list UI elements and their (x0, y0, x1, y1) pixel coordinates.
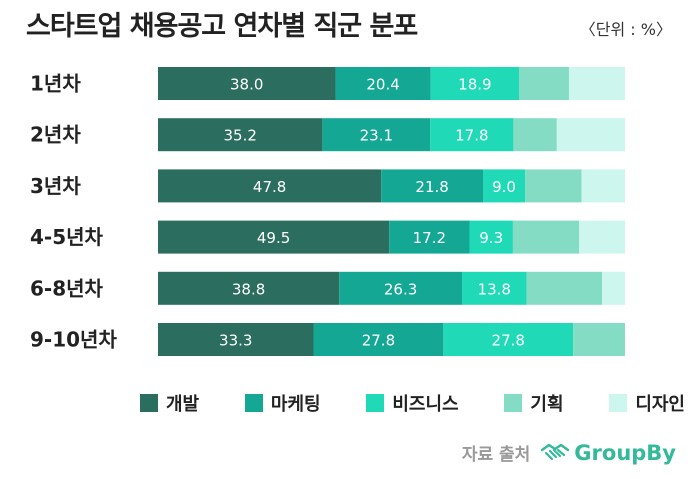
legend-item-dev: 개발 (140, 390, 199, 416)
bar-segment-business (430, 118, 514, 152)
row-label: 1년차 (30, 72, 81, 96)
data-label-business: 13.8 (478, 280, 511, 298)
row-label: 2년차 (30, 123, 81, 147)
data-label-business: 18.9 (458, 76, 491, 94)
data-label-dev: 35.2 (223, 127, 256, 145)
chart-title: 스타트업 채용공고 연차별 직군 분포 (26, 11, 418, 42)
row-label: 6-8년차 (30, 276, 104, 300)
data-label-marketing: 21.8 (415, 178, 448, 196)
bar-segment-planning (525, 169, 582, 203)
legend-item-planning: 기획 (504, 390, 564, 416)
bar-segment-marketing (381, 169, 484, 203)
bar-segment-marketing (322, 118, 431, 152)
row-label: 4-5년차 (30, 225, 104, 249)
data-label-marketing: 27.8 (362, 332, 395, 350)
legend-swatch-design (609, 394, 628, 412)
handshake-icon (541, 443, 570, 460)
data-label-marketing: 26.3 (384, 280, 417, 298)
data-label-marketing: 20.4 (366, 76, 399, 94)
bar-segment-business (469, 220, 513, 254)
bar-segment-planning (573, 323, 625, 356)
bar-segment-planning (513, 118, 557, 152)
legend-label-marketing: 마케팅 (270, 394, 321, 415)
bar-segment-business (462, 271, 527, 305)
legend-swatch-marketing (244, 394, 263, 412)
legend-item-business: 비즈니스 (366, 390, 459, 416)
data-label-business: 27.8 (492, 332, 525, 350)
unit-label: 〈단위 : %〉 (579, 20, 672, 39)
data-label-marketing: 23.1 (360, 127, 393, 145)
bar-segment-design (602, 271, 625, 305)
legend-label-dev: 개발 (166, 394, 200, 415)
legend-swatch-planning (504, 394, 523, 412)
bar-segment-marketing (335, 67, 431, 100)
data-label-dev: 33.3 (219, 332, 252, 350)
bar-segment-dev (158, 169, 382, 203)
data-label-business: 17.8 (455, 127, 488, 145)
legend-item-marketing: 마케팅 (244, 390, 321, 416)
bar-segment-design (556, 118, 625, 152)
brand-name: GroupBy (574, 440, 676, 465)
groupby-logo: GroupBy (540, 441, 676, 465)
legend-label-business: 비즈니스 (392, 394, 459, 415)
bar-segment-design (579, 220, 625, 254)
bar-segment-planning (518, 67, 569, 100)
source-credit: 자료 출처 GroupBy (461, 440, 676, 466)
bar-segment-dev (158, 220, 390, 254)
legend-swatch-dev (140, 394, 158, 412)
stacked-bar-chart: 1년차 38.0 20.4 18.9 2년차 35.2 23.1 17.8 3년차 47.8 21.… (30, 67, 625, 356)
bar-segment-business (443, 323, 574, 356)
bar-segment-dev (158, 271, 340, 305)
data-label-dev: 49.5 (257, 229, 290, 247)
legend-item-design: 디자인 (609, 390, 685, 416)
bar-segment-planning (512, 220, 580, 254)
data-label-dev: 38.8 (232, 280, 265, 298)
bar-segment-design (581, 169, 625, 203)
bar-segment-planning (526, 271, 603, 305)
data-label-marketing: 17.2 (413, 229, 446, 247)
bar-segment-dev (158, 323, 314, 356)
row-label: 3년차 (30, 174, 81, 198)
bar-segment-dev (158, 118, 323, 152)
bar-segment-marketing (389, 220, 470, 254)
legend: 개발 마케팅 비즈니스 기획 디자인 (140, 390, 685, 416)
data-label-dev: 38.0 (230, 76, 263, 94)
data-label-dev: 47.8 (253, 178, 286, 196)
bar-segment-business (430, 67, 519, 100)
data-label-business: 9.3 (479, 229, 503, 247)
data-label-business: 9.0 (492, 178, 516, 196)
bar-segment-business (483, 169, 526, 203)
bar-segment-design (568, 67, 625, 100)
legend-swatch-business (366, 394, 385, 412)
legend-label-design: 디자인 (635, 394, 685, 415)
source-label: 자료 출처 (461, 445, 531, 465)
bar-segment-dev (158, 67, 336, 100)
legend-label-planning: 기획 (530, 394, 564, 415)
row-label: 9-10년차 (30, 328, 117, 352)
bar-segment-marketing (339, 271, 463, 305)
bar-segment-marketing (313, 323, 444, 356)
